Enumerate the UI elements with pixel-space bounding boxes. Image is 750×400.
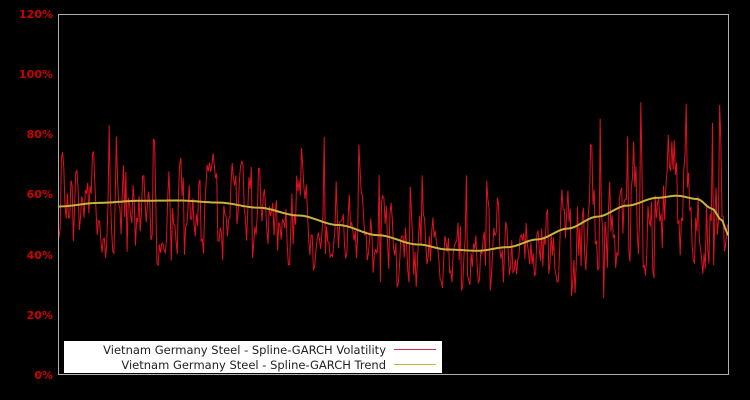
legend-label-volatility: Vietnam Germany Steel - Spline-GARCH Vol… [103,342,386,357]
y-tick-100: 100% [19,68,53,81]
volatility-series-line [59,102,728,298]
y-tick-80: 80% [26,128,53,141]
y-tick-60: 60% [26,188,53,201]
y-axis-tick-labels: 120% 100% 80% 60% 40% 20% 0% [0,0,53,400]
y-tick-0: 0% [34,369,53,382]
y-tick-40: 40% [26,249,53,262]
legend-item-volatility: Vietnam Germany Steel - Spline-GARCH Vol… [64,342,442,357]
y-tick-120: 120% [19,8,53,21]
trend-series-line [59,194,728,252]
y-tick-20: 20% [26,309,53,322]
legend-item-trend: Vietnam Germany Steel - Spline-GARCH Tre… [64,357,442,372]
legend-swatch-trend-icon [394,363,436,366]
plot-area [58,14,729,375]
legend-label-trend: Vietnam Germany Steel - Spline-GARCH Tre… [121,357,386,372]
series-canvas [59,102,728,298]
legend-swatch-volatility-icon [394,348,436,351]
chart-legend: Vietnam Germany Steel - Spline-GARCH Vol… [64,341,442,373]
